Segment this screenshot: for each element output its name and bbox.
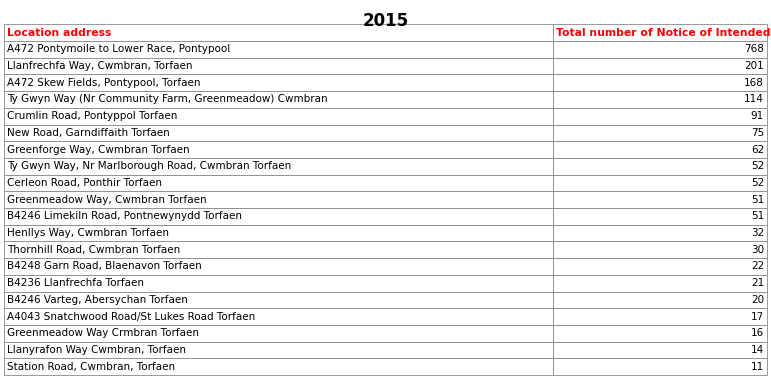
Text: 51: 51: [751, 211, 764, 221]
Bar: [554, 275, 767, 291]
Text: 22: 22: [751, 262, 764, 271]
Text: Cerleon Road, Ponthir Torfaen: Cerleon Road, Ponthir Torfaen: [7, 178, 162, 188]
Text: 91: 91: [751, 111, 764, 121]
Text: 52: 52: [751, 178, 764, 188]
Bar: [554, 158, 767, 175]
Bar: [554, 41, 767, 58]
Text: 51: 51: [751, 195, 764, 205]
Text: Greenmeadow Way, Cwmbran Torfaen: Greenmeadow Way, Cwmbran Torfaen: [7, 195, 207, 205]
Text: 20: 20: [751, 295, 764, 305]
Bar: [4, 241, 554, 258]
Bar: [554, 241, 767, 258]
Bar: [4, 208, 554, 225]
Text: A472 Skew Fields, Pontypool, Torfaen: A472 Skew Fields, Pontypool, Torfaen: [7, 78, 200, 88]
Bar: [4, 74, 554, 91]
Text: 168: 168: [744, 78, 764, 88]
Bar: [4, 325, 554, 342]
Text: Greenmeadow Way Crmbran Torfaen: Greenmeadow Way Crmbran Torfaen: [7, 328, 199, 338]
Text: 114: 114: [744, 95, 764, 104]
Text: Henllys Way, Cwmbran Torfaen: Henllys Way, Cwmbran Torfaen: [7, 228, 169, 238]
Text: Station Road, Cwmbran, Torfaen: Station Road, Cwmbran, Torfaen: [7, 362, 175, 372]
Bar: [554, 91, 767, 108]
Text: Greenforge Way, Cwmbran Torfaen: Greenforge Way, Cwmbran Torfaen: [7, 144, 190, 155]
Bar: [554, 291, 767, 308]
Bar: [4, 358, 554, 375]
Text: Total number of Notice of Intended Prosecution Issued: Total number of Notice of Intended Prose…: [557, 28, 771, 37]
Bar: [4, 124, 554, 141]
Text: Thornhill Road, Cwmbran Torfaen: Thornhill Road, Cwmbran Torfaen: [7, 245, 180, 255]
Bar: [554, 191, 767, 208]
Bar: [554, 175, 767, 191]
Bar: [554, 358, 767, 375]
Text: 17: 17: [751, 311, 764, 322]
Bar: [554, 108, 767, 124]
Bar: [554, 58, 767, 74]
Text: A4043 Snatchwood Road/St Lukes Road Torfaen: A4043 Snatchwood Road/St Lukes Road Torf…: [7, 311, 255, 322]
Bar: [4, 258, 554, 275]
Bar: [4, 175, 554, 191]
Text: Location address: Location address: [7, 28, 111, 37]
Bar: [554, 208, 767, 225]
Text: 32: 32: [751, 228, 764, 238]
Bar: [4, 308, 554, 325]
Text: 14: 14: [751, 345, 764, 355]
Text: B4246 Varteg, Abersychan Torfaen: B4246 Varteg, Abersychan Torfaen: [7, 295, 188, 305]
Bar: [554, 225, 767, 241]
Text: B4236 Llanfrechfa Torfaen: B4236 Llanfrechfa Torfaen: [7, 278, 144, 288]
Bar: [554, 24, 767, 41]
Text: Ty Gwyn Way, Nr Marlborough Road, Cwmbran Torfaen: Ty Gwyn Way, Nr Marlborough Road, Cwmbra…: [7, 161, 291, 171]
Text: 30: 30: [751, 245, 764, 255]
Text: 21: 21: [751, 278, 764, 288]
Text: 75: 75: [751, 128, 764, 138]
Text: 768: 768: [744, 44, 764, 54]
Text: Llanyrafon Way Cwmbran, Torfaen: Llanyrafon Way Cwmbran, Torfaen: [7, 345, 186, 355]
Text: 201: 201: [744, 61, 764, 71]
Bar: [554, 141, 767, 158]
Text: Llanfrechfa Way, Cwmbran, Torfaen: Llanfrechfa Way, Cwmbran, Torfaen: [7, 61, 193, 71]
Bar: [554, 124, 767, 141]
Bar: [4, 225, 554, 241]
Bar: [4, 191, 554, 208]
Text: Ty Gwyn Way (Nr Community Farm, Greenmeadow) Cwmbran: Ty Gwyn Way (Nr Community Farm, Greenmea…: [7, 95, 328, 104]
Text: New Road, Garndiffaith Torfaen: New Road, Garndiffaith Torfaen: [7, 128, 170, 138]
Bar: [4, 141, 554, 158]
Bar: [4, 342, 554, 358]
Bar: [4, 24, 554, 41]
Text: 52: 52: [751, 161, 764, 171]
Bar: [554, 74, 767, 91]
Text: Crumlin Road, Pontyppol Torfaen: Crumlin Road, Pontyppol Torfaen: [7, 111, 177, 121]
Bar: [4, 91, 554, 108]
Bar: [554, 342, 767, 358]
Bar: [4, 41, 554, 58]
Text: B4248 Garn Road, Blaenavon Torfaen: B4248 Garn Road, Blaenavon Torfaen: [7, 262, 202, 271]
Bar: [4, 58, 554, 74]
Bar: [4, 275, 554, 291]
Bar: [4, 108, 554, 124]
Text: A472 Pontymoile to Lower Race, Pontypool: A472 Pontymoile to Lower Race, Pontypool: [7, 44, 231, 54]
Bar: [554, 308, 767, 325]
Text: B4246 Limekiln Road, Pontnewynydd Torfaen: B4246 Limekiln Road, Pontnewynydd Torfae…: [7, 211, 242, 221]
Bar: [554, 325, 767, 342]
Text: 2015: 2015: [362, 12, 409, 30]
Bar: [4, 291, 554, 308]
Bar: [4, 158, 554, 175]
Text: 62: 62: [751, 144, 764, 155]
Bar: [554, 258, 767, 275]
Text: 11: 11: [751, 362, 764, 372]
Text: 16: 16: [751, 328, 764, 338]
